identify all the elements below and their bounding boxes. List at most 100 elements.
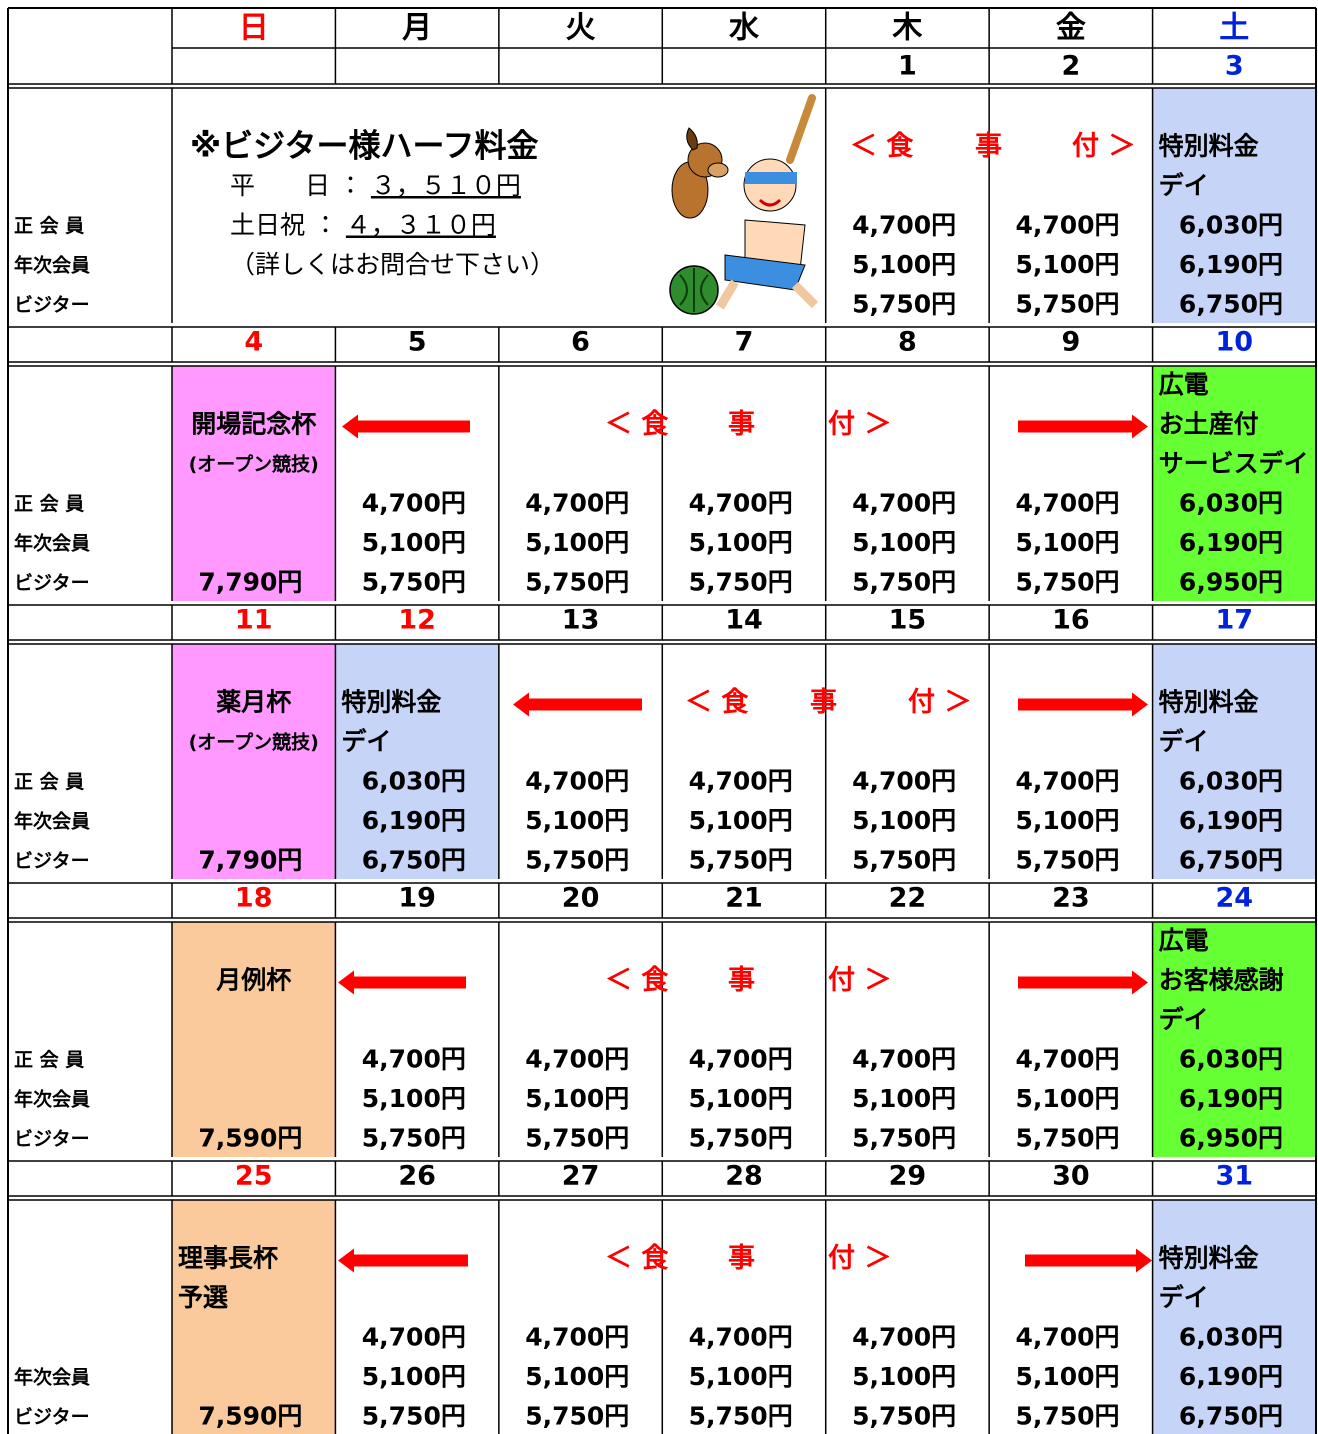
price: 6,950円 [1179,1124,1283,1153]
price: 4,700円 [1015,489,1119,518]
date: 21 [725,883,763,914]
note-value: ４，３１０円 [346,210,496,239]
cell-title: デイ [1159,727,1209,756]
dog-ear [686,127,698,151]
cell-title: サービスデイ [1159,449,1309,478]
cell-title: 特別料金 [1159,688,1259,717]
cell-title: (オープン競技) [189,731,319,754]
cell-fill [1152,922,1316,1157]
price: 4,700円 [1015,767,1119,796]
banner-backdrop [679,683,745,724]
date: 7 [735,327,754,358]
watermelon-stripes [679,268,709,312]
price: 5,100円 [362,1362,466,1391]
cell-fill [1152,1200,1316,1434]
price: 4,700円 [689,489,793,518]
banner-text: 事 [728,1243,755,1274]
price: 5,100円 [852,528,956,557]
row-label: 正 会 員 [14,770,84,793]
date: 29 [889,1161,927,1192]
price: 5,750円 [852,846,956,875]
cell-fill [1152,644,1316,879]
arrow-left [513,692,642,717]
banner-text: 事 [728,409,755,440]
price: 5,100円 [1015,250,1119,279]
banner-text: ＜ 食 [605,965,668,996]
price: 5,100円 [689,1084,793,1113]
kid-legs [716,279,819,310]
banner-text: 付 ＞ [908,687,971,718]
banner-text: ＜ 食 [605,409,668,440]
cell-fill [172,366,336,601]
banner-backdrop [599,961,665,1002]
banner-backdrop [722,1239,762,1280]
price: 5,100円 [525,528,629,557]
weekday: 水 [728,11,760,46]
banner-backdrop [599,405,665,446]
cell-title: デイ [1159,171,1209,200]
price: 6,030円 [1179,1045,1283,1074]
price: 4,700円 [1015,1045,1119,1074]
price: 5,100円 [525,806,629,835]
price: 5,750円 [852,290,956,319]
cell-title: 広電 [1159,370,1209,399]
price: 5,750円 [689,846,793,875]
arrow-left [338,970,466,995]
note-line: 平 日 ： ３，５１０円 [230,171,521,200]
price: 5,750円 [525,568,629,597]
date: 24 [1215,883,1253,914]
cell-fill [335,644,499,879]
price: 6,030円 [1179,211,1283,240]
price: 6,030円 [1179,489,1283,518]
price: 4,700円 [525,1323,629,1352]
cell-fill [1152,366,1316,601]
price: 5,750円 [525,846,629,875]
banner-backdrop [822,961,888,1002]
date: 18 [235,883,273,914]
row-label: 年次会員 [14,1088,90,1111]
price: 6,190円 [1179,1084,1283,1113]
price: 7,790円 [198,846,302,875]
blindfold [745,172,797,184]
banner-text: ＜ 食 [605,1243,668,1274]
price: 5,100円 [852,806,956,835]
date: 15 [889,605,927,636]
weekday: 日 [239,11,269,46]
arrow-right [1018,970,1148,995]
price: 6,190円 [1179,528,1283,557]
price: 4,700円 [689,1323,793,1352]
row-label: 正 会 員 [14,492,84,515]
cell-title: お土産付 [1159,410,1259,439]
price: 5,750円 [362,1124,466,1153]
illustration [669,94,819,315]
price: 5,750円 [852,1124,956,1153]
price: 5,750円 [689,1124,793,1153]
price: 5,100円 [362,528,466,557]
price: 4,700円 [852,1045,956,1074]
date: 11 [235,605,273,636]
price: 4,700円 [362,1045,466,1074]
price: 5,750円 [1015,1402,1119,1431]
row-label: ビジター [14,850,90,872]
cell-title: 開場記念杯 [191,410,316,439]
cell-title: お客様感謝 [1159,966,1284,995]
price: 4,700円 [852,767,956,796]
weekday: 土 [1219,11,1249,46]
date: 13 [562,605,600,636]
texts: 日月火水木金土1 2 3正 会 員年次会員ビジター4,700円5,100円5,750… [14,11,1309,1431]
banner-backdrop [822,1239,888,1280]
price: 5,750円 [1015,1124,1119,1153]
price: 4,700円 [852,489,956,518]
banner-backdrop [722,405,762,446]
arrow-left [338,1248,468,1273]
price: 6,030円 [362,767,466,796]
date: 20 [562,883,600,914]
date: 10 [1215,327,1253,358]
price: 7,790円 [198,568,302,597]
cell-fill [172,1200,336,1434]
banner-backdrop [722,961,762,1002]
price: 5,100円 [525,1362,629,1391]
